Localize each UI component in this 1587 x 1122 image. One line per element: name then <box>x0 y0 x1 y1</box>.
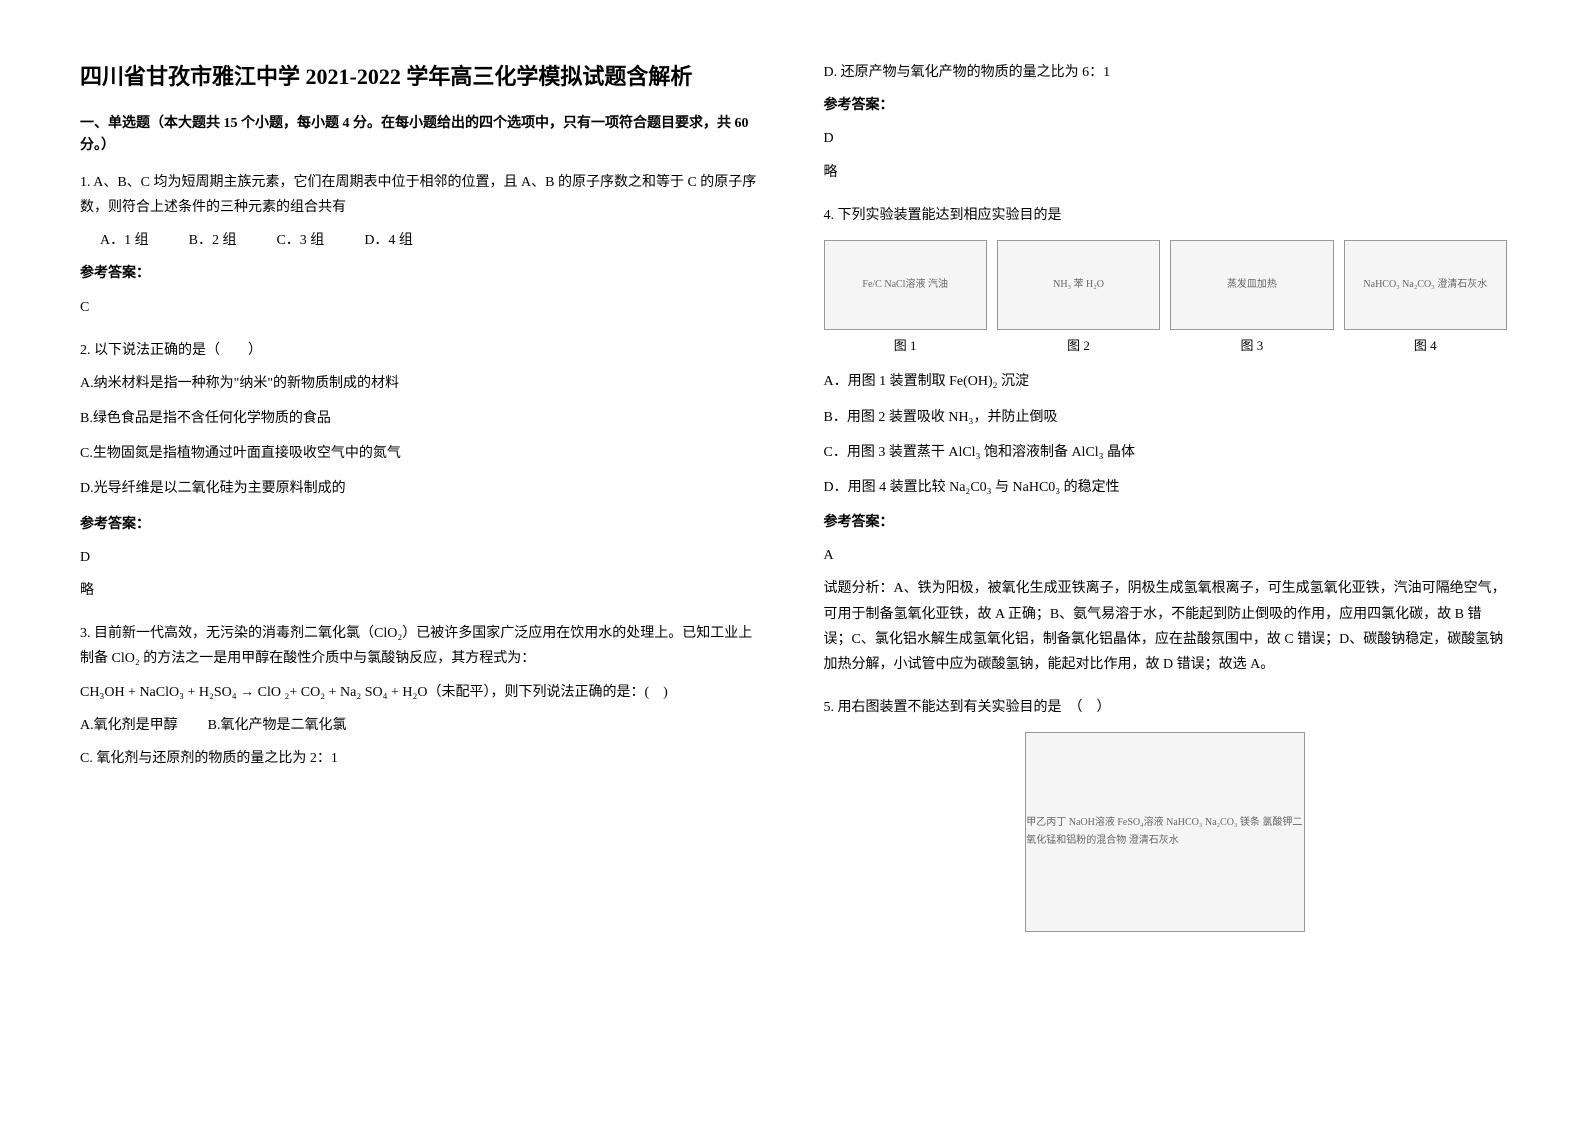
question-1: 1. A、B、C 均为短周期主族元素，它们在周期表中位于相邻的位置，且 A、B … <box>80 170 764 320</box>
figure-4: NaHCO₃ Na₂CO₃ 澄清石灰水 图 4 <box>1344 240 1507 357</box>
question-2-options: A.纳米材料是指一种称为"纳米"的新物质制成的材料 B.绿色食品是指不含任何化学… <box>80 371 764 502</box>
q3-option-d: D. 还原产物与氧化产物的物质的量之比为 6：1 <box>824 60 1508 85</box>
exam-page: 四川省甘孜市雅江中学 2021-2022 学年高三化学模拟试题含解析 一、单选题… <box>80 60 1507 950</box>
q2-answer-label: 参考答案： <box>80 512 764 537</box>
q2-note: 略 <box>80 578 764 603</box>
q4-option-d: D．用图 4 装置比较 Na₂C0₃ 与 NaHC0₃ 的稳定性 <box>824 475 1508 500</box>
figure-3: 蒸发皿加热 图 3 <box>1170 240 1333 357</box>
figure-4-caption: 图 4 <box>1344 334 1507 357</box>
q4-option-a: A．用图 1 装置制取 Fe(OH)₂ 沉淀 <box>824 369 1508 394</box>
q2-option-b: B.绿色食品是指不含任何化学物质的食品 <box>80 406 764 431</box>
q3-option-b: B.氧化产物是二氧化氯 <box>208 713 347 738</box>
q1-option-b: B．2 组 <box>189 228 237 253</box>
question-5: 5. 用右图装置不能达到有关实验目的是 （ ） 甲乙丙丁 NaOH溶液 FeSO… <box>824 695 1508 932</box>
question-4-figures: Fe/C NaCl溶液 汽油 图 1 NH₃ 苯 H₂O 图 2 蒸发皿加热 图… <box>824 240 1508 357</box>
question-3-equation: CH₃OH + NaClO₃ + H₂SO₄ → ClO ₂+ CO₂ + Na… <box>80 680 764 705</box>
q3-answer: D <box>824 126 1508 151</box>
figure-2-caption: 图 2 <box>997 334 1160 357</box>
q2-answer: D <box>80 545 764 570</box>
figure-3-img: 蒸发皿加热 <box>1170 240 1333 330</box>
q2-option-d: D.光导纤维是以二氧化硅为主要原料制成的 <box>80 476 764 501</box>
q4-answer: A <box>824 543 1508 568</box>
question-2: 2. 以下说法正确的是（ ） A.纳米材料是指一种称为"纳米"的新物质制成的材料… <box>80 338 764 604</box>
q3-option-c: C. 氧化剂与还原剂的物质的量之比为 2：1 <box>80 746 764 771</box>
question-4: 4. 下列实验装置能达到相应实验目的是 Fe/C NaCl溶液 汽油 图 1 N… <box>824 203 1508 677</box>
question-3-cont: D. 还原产物与氧化产物的物质的量之比为 6：1 参考答案： D 略 <box>824 60 1508 185</box>
q2-option-c: C.生物固氮是指植物通过叶面直接吸收空气中的氮气 <box>80 441 764 466</box>
q4-answer-label: 参考答案： <box>824 510 1508 535</box>
q1-option-c: C．3 组 <box>276 228 324 253</box>
question-3-options-ab: A.氧化剂是甲醇 B.氧化产物是二氧化氯 <box>80 713 764 738</box>
figure-3-caption: 图 3 <box>1170 334 1333 357</box>
q4-analysis: 试题分析：A、铁为阳极，被氧化生成亚铁离子，阴极生成氢氧根离子，可生成氢氧化亚铁… <box>824 576 1508 677</box>
figure-2: NH₃ 苯 H₂O 图 2 <box>997 240 1160 357</box>
question-4-text: 4. 下列实验装置能达到相应实验目的是 <box>824 203 1508 228</box>
q1-option-a: A．1 组 <box>100 228 149 253</box>
q4-option-c: C．用图 3 装置蒸干 AlCl₃ 饱和溶液制备 AlCl₃ 晶体 <box>824 440 1508 465</box>
q3-option-a: A.氧化剂是甲醇 <box>80 713 178 738</box>
q1-answer-label: 参考答案： <box>80 261 764 286</box>
left-column: 四川省甘孜市雅江中学 2021-2022 学年高三化学模拟试题含解析 一、单选题… <box>80 60 764 950</box>
section-1-header: 一、单选题（本大题共 15 个小题，每小题 4 分。在每小题给出的四个选项中，只… <box>80 113 764 158</box>
question-3: 3. 目前新一代高效，无污染的消毒剂二氧化氯（ClO₂）已被许多国家广泛应用在饮… <box>80 621 764 771</box>
figure-1-caption: 图 1 <box>824 334 987 357</box>
q4-option-b: B．用图 2 装置吸收 NH₃，并防止倒吸 <box>824 405 1508 430</box>
q3-note: 略 <box>824 160 1508 185</box>
figure-1: Fe/C NaCl溶液 汽油 图 1 <box>824 240 987 357</box>
q2-option-a: A.纳米材料是指一种称为"纳米"的新物质制成的材料 <box>80 371 764 396</box>
q3-answer-label: 参考答案： <box>824 93 1508 118</box>
question-3-text1: 3. 目前新一代高效，无污染的消毒剂二氧化氯（ClO₂）已被许多国家广泛应用在饮… <box>80 621 764 671</box>
q1-answer: C <box>80 295 764 320</box>
question-5-text: 5. 用右图装置不能达到有关实验目的是 （ ） <box>824 695 1508 720</box>
figure-1-img: Fe/C NaCl溶液 汽油 <box>824 240 987 330</box>
q1-option-d: D．4 组 <box>364 228 413 253</box>
right-column: D. 还原产物与氧化产物的物质的量之比为 6：1 参考答案： D 略 4. 下列… <box>824 60 1508 950</box>
figure-4-img: NaHCO₃ Na₂CO₃ 澄清石灰水 <box>1344 240 1507 330</box>
question-5-diagram: 甲乙丙丁 NaOH溶液 FeSO₄溶液 NaHCO₃ Na₂CO₃ 镁条 氯酸钾… <box>1025 732 1305 932</box>
question-2-text: 2. 以下说法正确的是（ ） <box>80 338 764 363</box>
question-4-options: A．用图 1 装置制取 Fe(OH)₂ 沉淀 B．用图 2 装置吸收 NH₃，并… <box>824 369 1508 500</box>
question-1-options: A．1 组 B．2 组 C．3 组 D．4 组 <box>100 228 764 253</box>
question-1-text: 1. A、B、C 均为短周期主族元素，它们在周期表中位于相邻的位置，且 A、B … <box>80 170 764 220</box>
figure-2-img: NH₃ 苯 H₂O <box>997 240 1160 330</box>
exam-title: 四川省甘孜市雅江中学 2021-2022 学年高三化学模拟试题含解析 <box>80 60 764 93</box>
